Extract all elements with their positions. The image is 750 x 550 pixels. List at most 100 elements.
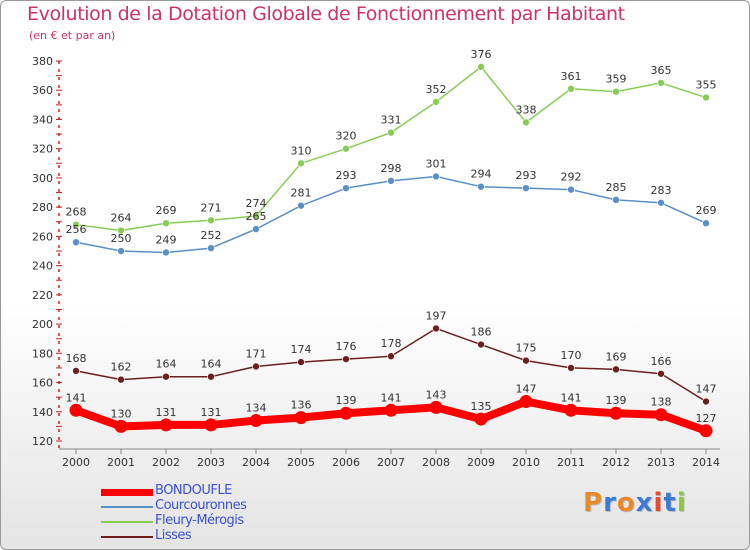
legend-swatch	[101, 489, 153, 496]
y-tick-label: 360	[32, 84, 53, 97]
data-label: 168	[66, 352, 87, 365]
x-tick-label: 2004	[242, 456, 270, 469]
data-label: 174	[291, 343, 312, 356]
data-point	[162, 219, 170, 228]
data-label: 268	[66, 206, 87, 219]
y-tick-label: 200	[32, 318, 53, 331]
data-label: 139	[336, 394, 357, 407]
data-label: 285	[606, 181, 627, 194]
data-point	[657, 79, 665, 87]
data-label: 134	[246, 402, 267, 415]
legend-swatch	[101, 506, 153, 508]
data-label: 271	[201, 201, 222, 214]
data-point	[522, 118, 530, 127]
data-point	[342, 355, 350, 363]
legend-label: Courcouronnes	[155, 498, 247, 513]
data-point	[162, 372, 170, 381]
data-point	[252, 225, 260, 233]
data-label: 293	[516, 169, 537, 182]
data-label: 139	[606, 394, 627, 407]
data-point	[612, 365, 620, 374]
data-label: 294	[471, 168, 492, 181]
data-label: 298	[381, 162, 402, 175]
data-label: 359	[606, 73, 627, 86]
x-tick-label: 2011	[557, 456, 585, 469]
x-tick-label: 2009	[467, 456, 495, 469]
legend-label: Fleury-Mérogis	[155, 513, 244, 528]
data-label: 269	[156, 204, 177, 217]
data-point	[342, 184, 350, 192]
data-label: 197	[426, 309, 447, 322]
y-tick-label: 140	[32, 406, 53, 419]
data-label: 293	[336, 169, 357, 182]
data-point	[474, 412, 488, 426]
data-label: 352	[426, 83, 447, 96]
y-tick-label: 300	[32, 172, 53, 185]
y-tick-label: 120	[32, 435, 53, 448]
data-label: 166	[651, 355, 672, 368]
data-label: 256	[66, 223, 87, 236]
data-label: 178	[381, 337, 402, 350]
data-point	[249, 414, 263, 428]
data-point	[117, 247, 125, 255]
data-label: 320	[336, 130, 357, 143]
data-point	[567, 84, 575, 93]
data-label: 274	[246, 197, 267, 210]
data-point	[207, 372, 215, 381]
data-label: 283	[651, 184, 672, 197]
data-point	[72, 238, 80, 247]
data-label: 376	[471, 48, 492, 61]
data-label: 136	[291, 399, 312, 412]
data-point	[204, 418, 218, 432]
data-label: 252	[201, 229, 222, 242]
data-point	[612, 87, 620, 96]
data-point	[432, 324, 440, 333]
data-label: 338	[516, 103, 537, 116]
legend-label: Lisses	[155, 528, 192, 543]
x-tick-label: 2000	[62, 456, 90, 469]
data-point	[519, 395, 533, 409]
legend-swatch	[101, 521, 153, 523]
data-point	[117, 226, 125, 235]
data-point	[477, 340, 485, 349]
y-tick-label: 180	[32, 347, 53, 360]
data-label: 175	[516, 342, 537, 355]
x-tick-label: 2006	[332, 456, 360, 469]
data-point	[387, 128, 395, 137]
data-label: 361	[561, 70, 582, 83]
data-label: 162	[111, 361, 132, 374]
data-point	[159, 418, 173, 432]
y-tick-label: 340	[32, 113, 53, 126]
data-point	[567, 185, 575, 194]
chart-title: Evolution de la Dotation Globale de Fonc…	[27, 3, 625, 25]
y-tick-label: 320	[32, 143, 53, 156]
data-point	[72, 367, 80, 375]
data-point	[657, 198, 665, 207]
data-point	[522, 356, 530, 365]
y-tick-label: 280	[32, 201, 53, 214]
x-tick-label: 2002	[152, 456, 180, 469]
data-label: 264	[111, 212, 132, 225]
data-point	[72, 220, 80, 229]
data-label: 176	[336, 340, 357, 353]
data-point	[294, 411, 308, 425]
data-label: 130	[111, 407, 132, 420]
data-point	[699, 424, 713, 438]
x-tick-label: 2010	[512, 456, 540, 469]
data-point	[69, 403, 83, 417]
data-label: 138	[651, 396, 672, 409]
legend-label: BONDOUFLE	[155, 483, 232, 498]
data-point	[297, 358, 305, 366]
data-point	[432, 172, 440, 181]
data-point	[477, 182, 485, 191]
x-tick-label: 2008	[422, 456, 450, 469]
data-point	[657, 369, 665, 378]
x-tick-label: 2007	[377, 456, 405, 469]
data-label: 292	[561, 171, 582, 184]
y-tick-label: 220	[32, 289, 53, 302]
data-label: 365	[651, 64, 672, 77]
data-label: 169	[606, 350, 627, 363]
data-point	[297, 201, 305, 210]
data-point	[702, 219, 710, 228]
